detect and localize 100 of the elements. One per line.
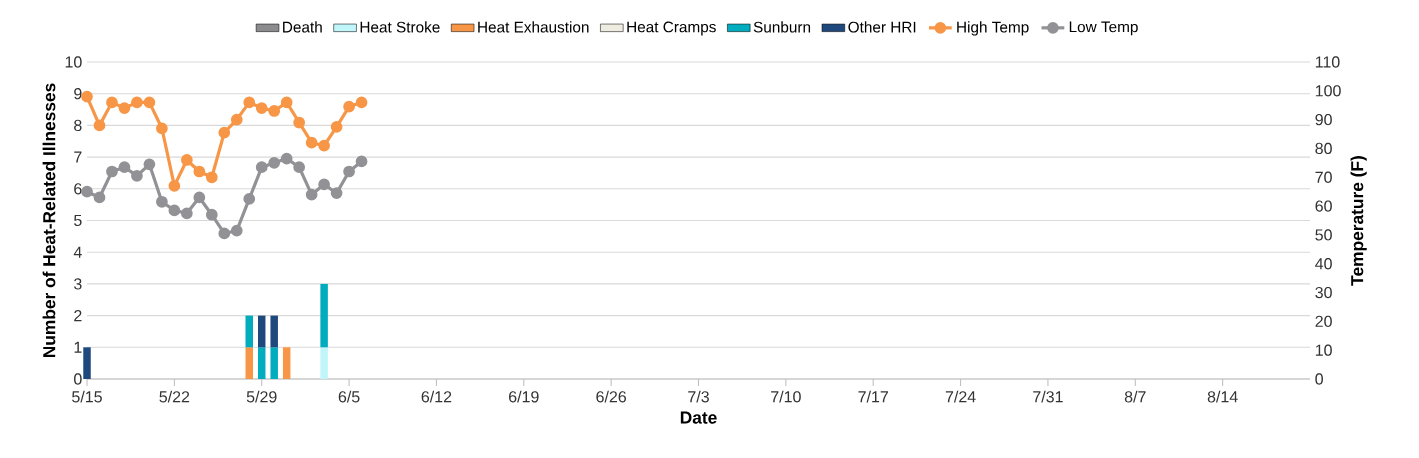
point bbox=[355, 96, 368, 109]
y-tick-label: 10 bbox=[65, 56, 82, 68]
bar bbox=[83, 347, 91, 379]
y2-tick-label: 70 bbox=[1315, 171, 1332, 183]
bar bbox=[320, 347, 328, 379]
y-tick-label: 5 bbox=[74, 214, 82, 227]
x-tick-label: 7/24 bbox=[945, 390, 976, 403]
point bbox=[343, 165, 355, 178]
point bbox=[180, 154, 193, 166]
bar bbox=[257, 347, 266, 379]
point bbox=[293, 116, 306, 129]
point bbox=[143, 96, 156, 109]
y-tick-label: 4 bbox=[73, 246, 82, 258]
point bbox=[193, 191, 206, 204]
x-tick-label: 7/31 bbox=[1033, 390, 1063, 403]
point bbox=[143, 158, 156, 171]
point bbox=[193, 165, 206, 178]
bar bbox=[320, 283, 328, 348]
y-tick-label: 7 bbox=[74, 151, 82, 163]
y-tick-label: 1 bbox=[74, 341, 82, 353]
point bbox=[268, 105, 281, 117]
point bbox=[330, 120, 343, 133]
x-tick-label: 7/3 bbox=[688, 390, 709, 403]
point bbox=[81, 90, 93, 103]
point bbox=[205, 208, 218, 221]
y-axis-title: Number of Heat-Related Illnesses bbox=[42, 83, 56, 358]
point bbox=[93, 119, 106, 132]
y2-tick-label: 110 bbox=[1315, 56, 1340, 68]
point bbox=[156, 195, 168, 208]
point bbox=[168, 180, 181, 192]
point bbox=[118, 102, 131, 114]
bar bbox=[282, 347, 291, 379]
x-axis-title: Date bbox=[680, 411, 717, 424]
y2-axis-title: Temperature (F) bbox=[1350, 156, 1367, 286]
legend-label: Death bbox=[283, 21, 322, 33]
bar bbox=[257, 315, 266, 348]
y2-tick-label: 60 bbox=[1315, 200, 1332, 212]
point bbox=[81, 185, 93, 198]
y-tick-label: 2 bbox=[74, 310, 82, 322]
x-tick-label: 6/26 bbox=[596, 390, 627, 403]
point bbox=[118, 161, 131, 174]
point bbox=[131, 169, 143, 182]
bar bbox=[245, 347, 253, 379]
legend-label: Heat Exhaustion bbox=[478, 21, 589, 33]
y2-tick-label: 10 bbox=[1315, 344, 1332, 356]
bar bbox=[270, 347, 278, 379]
y-tick-label: 0 bbox=[74, 373, 82, 385]
y2-tick-label: 100 bbox=[1315, 85, 1341, 97]
point bbox=[230, 224, 243, 237]
point bbox=[305, 188, 318, 201]
point bbox=[355, 155, 368, 168]
point bbox=[243, 96, 256, 109]
point bbox=[293, 161, 306, 174]
point bbox=[230, 113, 243, 126]
y-tick-label: 6 bbox=[74, 183, 82, 195]
point bbox=[168, 204, 181, 217]
x-tick-label: 6/5 bbox=[338, 390, 360, 403]
x-tick-label: 5/22 bbox=[159, 390, 190, 403]
point bbox=[305, 136, 318, 149]
y2-tick-label: 20 bbox=[1315, 315, 1332, 328]
y2-tick-label: 50 bbox=[1315, 229, 1332, 241]
point bbox=[330, 187, 343, 199]
x-tick-label: 5/29 bbox=[246, 390, 277, 403]
point bbox=[156, 122, 168, 135]
point bbox=[106, 165, 118, 178]
y2-tick-label: 90 bbox=[1315, 113, 1332, 126]
point bbox=[218, 227, 231, 240]
point bbox=[205, 171, 218, 184]
bar bbox=[245, 315, 253, 348]
y-tick-label: 9 bbox=[74, 88, 82, 100]
x-tick-label: 6/19 bbox=[509, 390, 539, 403]
point bbox=[243, 193, 256, 205]
point bbox=[280, 152, 293, 165]
point bbox=[180, 207, 193, 220]
legend-label: Heat Stroke bbox=[360, 21, 440, 33]
point bbox=[318, 178, 330, 191]
legend-label: High Temp bbox=[957, 21, 1029, 36]
y2-tick-label: 80 bbox=[1315, 142, 1332, 155]
point bbox=[131, 96, 143, 109]
point bbox=[106, 96, 118, 109]
point bbox=[218, 126, 231, 139]
legend-label: Other HRI bbox=[848, 21, 916, 33]
point bbox=[93, 191, 106, 204]
point bbox=[318, 139, 330, 152]
point bbox=[268, 157, 281, 169]
x-tick-label: 5/15 bbox=[72, 390, 102, 403]
point bbox=[343, 100, 355, 113]
legend-label: Heat Cramps bbox=[627, 21, 716, 36]
x-tick-label: 8/14 bbox=[1207, 390, 1238, 403]
y-tick-label: 3 bbox=[74, 278, 82, 290]
y-tick-label: 8 bbox=[74, 119, 82, 132]
point bbox=[255, 102, 268, 114]
bar bbox=[270, 315, 278, 348]
point bbox=[255, 161, 268, 174]
x-tick-label: 7/17 bbox=[858, 390, 888, 403]
y2-tick-label: 40 bbox=[1315, 258, 1332, 270]
x-tick-label: 8/7 bbox=[1124, 390, 1146, 403]
y2-tick-label: 30 bbox=[1315, 286, 1332, 299]
legend-label: Low Temp bbox=[1069, 21, 1138, 36]
x-tick-label: 6/12 bbox=[421, 390, 452, 403]
